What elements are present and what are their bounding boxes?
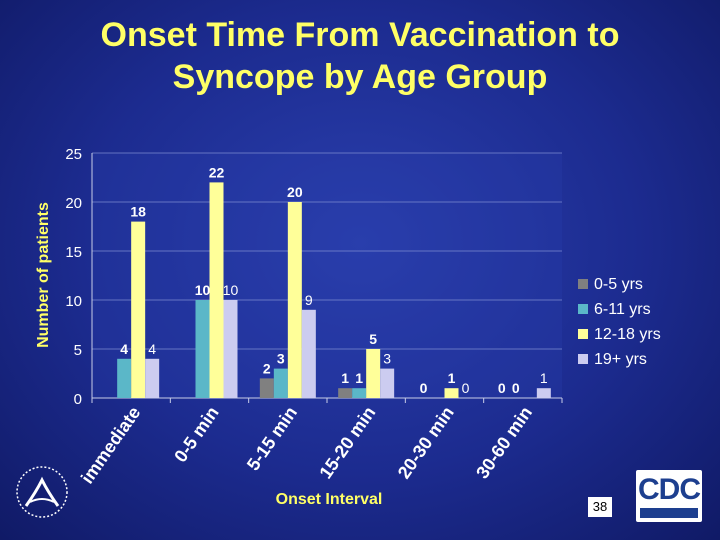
bar xyxy=(131,221,146,398)
bar xyxy=(117,358,132,398)
data-label: 1 xyxy=(341,370,349,386)
y-axis-title: Number of patients xyxy=(35,202,52,348)
y-tick-label: 25 xyxy=(65,146,82,163)
data-label: 0 xyxy=(420,380,428,396)
data-label: 22 xyxy=(209,164,225,180)
legend-swatch xyxy=(578,279,588,289)
data-label: 5 xyxy=(369,331,377,347)
data-label: 10 xyxy=(195,282,211,298)
bar xyxy=(287,202,302,398)
bar xyxy=(536,388,551,398)
legend-swatch xyxy=(578,304,588,314)
data-label: 1 xyxy=(448,370,456,386)
x-tick-label: 0-5 min xyxy=(170,403,223,466)
cdc-logo: CDC xyxy=(636,470,702,522)
x-tick-label: 5-15 min xyxy=(243,403,301,474)
bar xyxy=(352,388,367,398)
bar xyxy=(380,368,395,398)
legend-label: 6-11 yrs xyxy=(594,301,651,318)
data-label: 20 xyxy=(287,184,303,200)
legend-label: 19+ yrs xyxy=(594,351,647,368)
y-tick-label: 5 xyxy=(74,342,82,359)
data-label: 3 xyxy=(383,351,391,367)
data-label: 18 xyxy=(130,204,146,220)
y-tick-label: 15 xyxy=(65,244,82,261)
legend-label: 12-18 yrs xyxy=(594,326,661,343)
legend-swatch xyxy=(578,329,588,339)
data-label: 9 xyxy=(305,292,313,308)
slide-number: 38 xyxy=(588,497,612,517)
data-label: 10 xyxy=(223,282,239,298)
slide-title-line2: Syncope by Age Group xyxy=(172,58,548,96)
bar xyxy=(195,300,210,398)
bar xyxy=(301,309,316,398)
data-label: 2 xyxy=(263,360,271,376)
data-label: 0 xyxy=(498,380,506,396)
cdc-logo-text: CDC xyxy=(638,473,701,506)
x-tick-label: 30-60 min xyxy=(472,403,536,482)
bar xyxy=(444,388,459,398)
bar xyxy=(223,300,238,398)
x-tick-label: 20-30 min xyxy=(394,403,458,482)
plot-area xyxy=(92,153,562,398)
legend-swatch xyxy=(578,354,588,364)
slide-title-line1: Onset Time From Vaccination to xyxy=(100,16,620,54)
bar xyxy=(145,358,160,398)
data-label: 3 xyxy=(277,351,285,367)
x-tick-label: immediate xyxy=(77,403,144,487)
data-label: 0 xyxy=(512,380,520,396)
x-axis-title: Onset Interval xyxy=(276,491,383,508)
legend-label: 0-5 yrs xyxy=(594,276,643,293)
data-label: 4 xyxy=(148,341,156,357)
bar xyxy=(273,368,288,398)
bar xyxy=(366,349,381,398)
data-label: 0 xyxy=(462,380,470,396)
slide-title: Onset Time From Vaccination to Syncope b… xyxy=(0,14,720,98)
x-tick-label: 15-20 min xyxy=(315,403,379,482)
data-label: 4 xyxy=(120,341,128,357)
cdc-logo-band xyxy=(640,508,698,518)
y-tick-label: 10 xyxy=(65,293,82,310)
y-tick-label: 20 xyxy=(65,195,82,212)
data-label: 1 xyxy=(540,370,548,386)
bar xyxy=(209,182,224,398)
hhs-seal-icon xyxy=(16,466,68,518)
data-label: 1 xyxy=(355,370,363,386)
bar xyxy=(338,388,353,398)
y-tick-label: 0 xyxy=(74,391,82,408)
bar xyxy=(259,378,274,398)
